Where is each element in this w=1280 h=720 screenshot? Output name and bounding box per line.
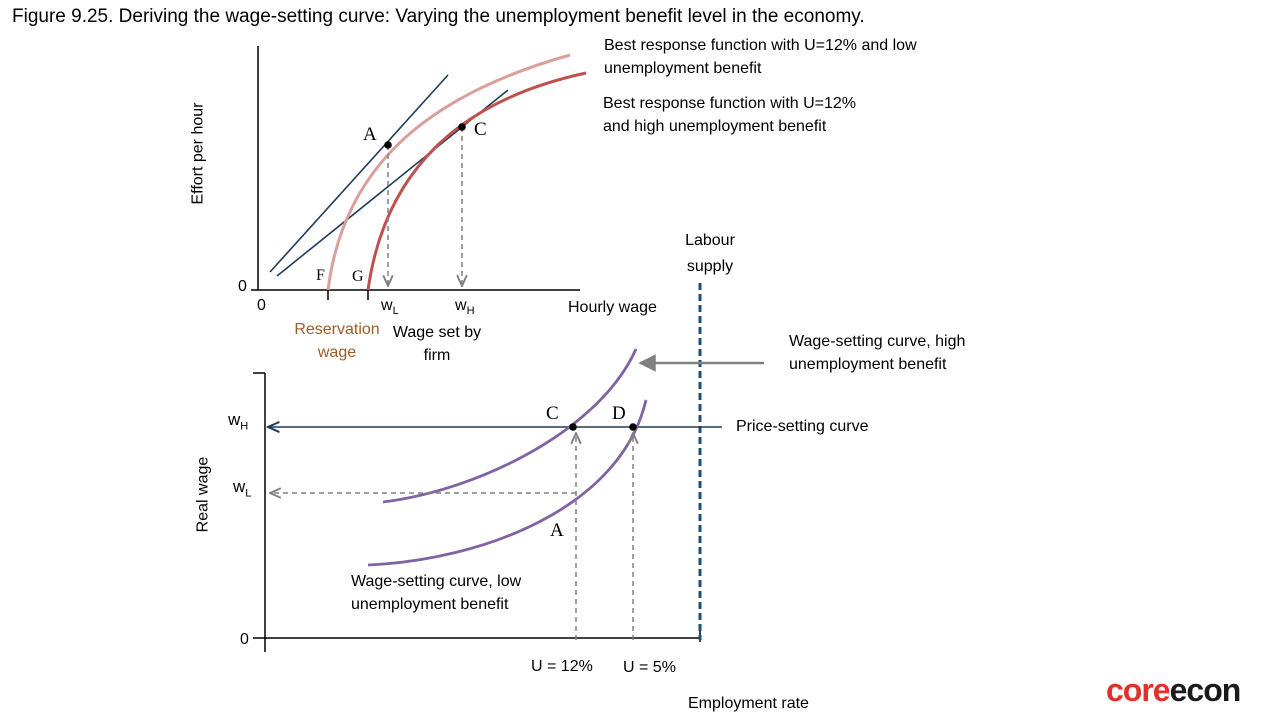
point-c-top-label: C	[474, 119, 487, 140]
price-setting-label: Price-setting curve	[736, 418, 869, 435]
reservation-wage-label-1: Reservation	[294, 321, 380, 338]
top-origin-y-label: 0	[238, 278, 247, 295]
ws-high-label-2: unemployment benefit	[789, 356, 947, 373]
ws-low-label-1: Wage-setting curve, low	[351, 573, 522, 590]
point-a-bottom-label: A	[550, 520, 564, 541]
point-g-label: G	[352, 268, 364, 285]
best-response-low-benefit	[326, 53, 571, 291]
coreecon-logo: coreecon	[1106, 672, 1241, 708]
curve-low-label-2: unemployment benefit	[604, 60, 762, 77]
labour-supply-label-1: Labour	[685, 232, 735, 249]
top-wh-label: wH	[455, 297, 475, 318]
point-c-bottom-label: C	[546, 403, 559, 424]
top-wl-label: wL	[381, 297, 399, 318]
ws-low-label-2: unemployment benefit	[351, 596, 509, 613]
point-f-label: F	[316, 267, 325, 284]
tangent-line-a	[269, 74, 449, 273]
figure-title: Figure 9.25. Deriving the wage-setting c…	[12, 6, 865, 27]
top-x-axis-label: Hourly wage	[568, 299, 657, 316]
curve-low-label-1: Best response function with U=12% and lo…	[604, 37, 917, 54]
bottom-y-axis-label: Real wage	[194, 456, 212, 533]
point-d-bottom-label: D	[612, 403, 626, 424]
bottom-origin-y-label: 0	[240, 631, 249, 648]
top-y-axis-label: Effort per hour	[189, 102, 207, 205]
wage-set-label-1: Wage set by	[392, 324, 482, 341]
u5-label: U = 5%	[623, 659, 676, 676]
curve-high-label-1: Best response function with U=12%	[603, 95, 857, 112]
bottom-x-axis-label: Employment rate	[688, 695, 809, 712]
labour-supply-label-2: supply	[686, 258, 734, 275]
wage-setting-low-benefit	[367, 399, 648, 567]
wage-setting-high-benefit	[382, 348, 638, 504]
bottom-wh-label: wH	[228, 410, 249, 433]
top-origin-x-label: 0	[257, 297, 266, 314]
curve-high-label-2: and high unemployment benefit	[603, 118, 827, 135]
wage-set-label-2: firm	[423, 347, 451, 364]
bottom-wl-label: wL	[233, 477, 252, 500]
reservation-wage-label-2: wage	[317, 344, 357, 361]
best-response-high-benefit	[366, 71, 587, 291]
point-c-top-marker	[458, 123, 466, 131]
point-d-bottom-marker	[629, 423, 637, 431]
ws-high-label-1: Wage-setting curve, high	[789, 333, 966, 350]
point-a-top-marker	[384, 141, 392, 149]
point-c-bottom-marker	[569, 423, 577, 431]
point-a-top-label: A	[363, 124, 377, 145]
u12-label: U = 12%	[531, 658, 593, 675]
